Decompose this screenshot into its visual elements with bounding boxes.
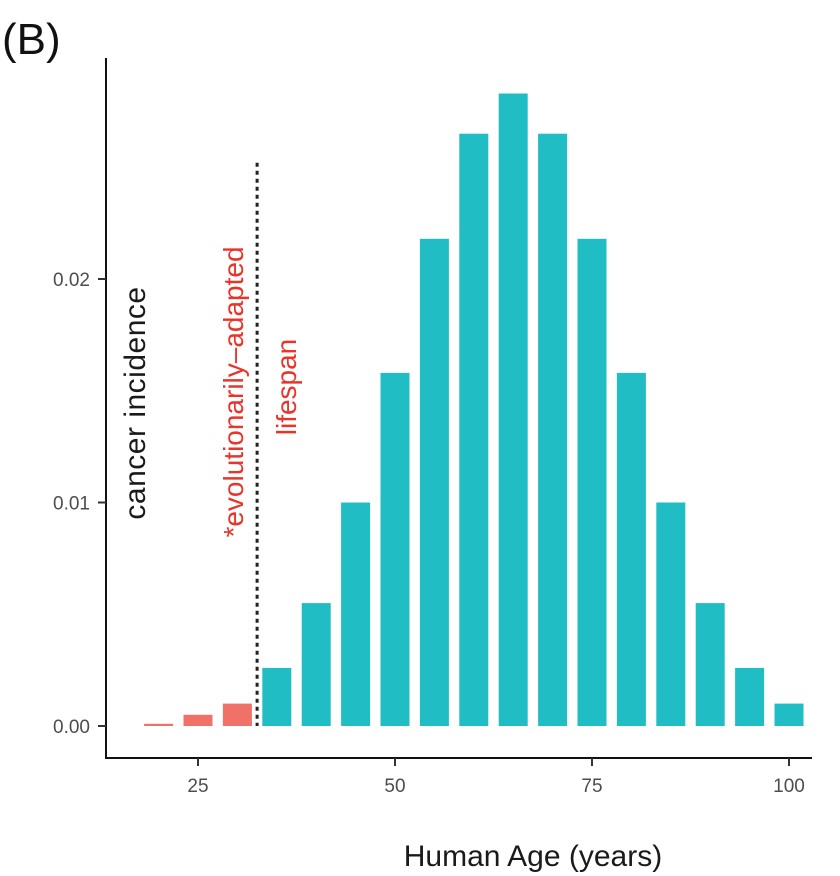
x-tick-label-25: 25 xyxy=(187,776,208,797)
x-tick-label-100: 100 xyxy=(773,776,805,797)
x-tick-label-50: 50 xyxy=(384,776,405,797)
bar-age-75 xyxy=(577,238,607,727)
y-axis-label: cancer incidence xyxy=(119,286,152,519)
panel-label: (B) xyxy=(2,15,61,64)
bar-age-80 xyxy=(616,372,646,726)
bar-age-85 xyxy=(656,502,686,726)
bar-age-20 xyxy=(144,723,174,726)
annotation-line-2: lifespan xyxy=(271,339,302,436)
bar-age-90 xyxy=(695,603,725,726)
annotation-line-1: *evolutionarily–adapted xyxy=(218,246,249,537)
bar-age-25 xyxy=(183,714,213,726)
y-tick-label-0.01: 0.01 xyxy=(53,494,90,515)
y-tick-label-0.00: 0.00 xyxy=(53,717,90,738)
x-ticks: 25 50 75 100 xyxy=(187,758,805,797)
x-axis-label: Human Age (years) xyxy=(404,840,662,873)
bar-age-50 xyxy=(380,372,410,726)
bar-age-70 xyxy=(538,133,568,726)
bar-age-55 xyxy=(419,238,449,727)
bar-age-30 xyxy=(222,703,252,726)
x-tick-label-75: 75 xyxy=(581,776,602,797)
bar-age-40 xyxy=(301,603,331,726)
bar-age-95 xyxy=(735,667,765,726)
bar-age-35 xyxy=(262,667,292,726)
bars-group xyxy=(144,93,804,727)
bar-age-45 xyxy=(341,502,371,726)
bar-age-60 xyxy=(459,133,489,726)
bar-age-100 xyxy=(774,703,804,726)
y-tick-label-0.02: 0.02 xyxy=(53,270,90,291)
bar-age-65 xyxy=(498,93,528,726)
y-ticks: 0.00 0.01 0.02 xyxy=(53,270,106,738)
